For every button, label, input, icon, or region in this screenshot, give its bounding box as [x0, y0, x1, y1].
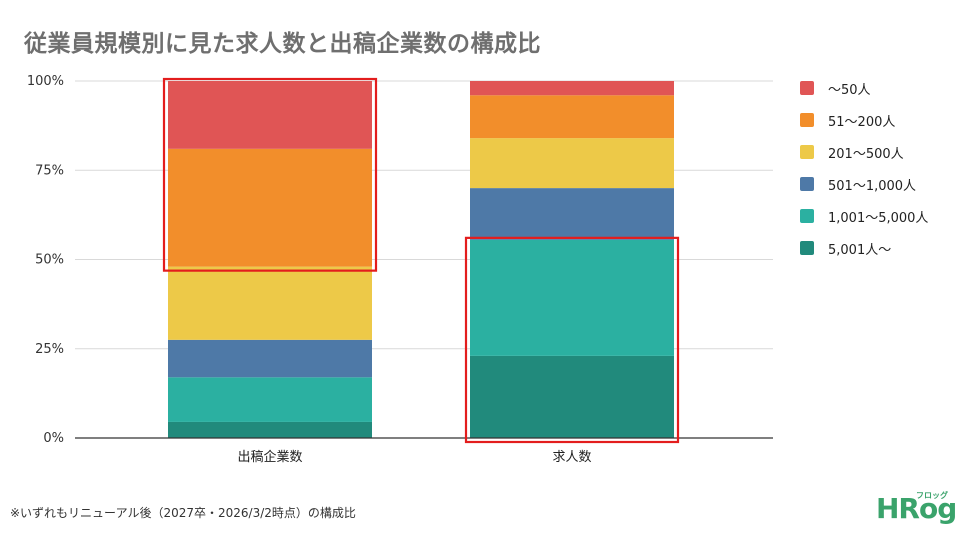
y-tick-label: 0% — [43, 431, 64, 446]
legend-item: 501〜1,000人 — [800, 168, 928, 200]
bar-segment — [168, 421, 372, 438]
legend-swatch — [800, 113, 814, 127]
legend-item: 〜50人 — [800, 72, 928, 104]
legend-label: 1,001〜5,000人 — [828, 210, 929, 226]
y-tick-label: 50% — [35, 253, 64, 268]
legend-swatch — [800, 209, 814, 223]
x-tick-label: 求人数 — [552, 450, 591, 465]
highlight-box — [162, 77, 378, 272]
legend-swatch — [800, 177, 814, 191]
bar-segment — [168, 377, 372, 422]
bar-segment — [168, 81, 372, 149]
legend-label: 501〜1,000人 — [828, 178, 917, 194]
y-tick-label: 100% — [27, 74, 64, 89]
legend-label: 201〜500人 — [828, 146, 904, 162]
legend-swatch — [800, 81, 814, 95]
x-tick-label: 出稿企業数 — [237, 449, 302, 465]
chart-title: 従業員規模別に見た求人数と出稿企業数の構成比 — [24, 31, 541, 57]
bar-segment — [470, 188, 674, 240]
legend-item: 51〜200人 — [800, 104, 928, 136]
bar-segment — [168, 148, 372, 267]
bar-segment — [470, 355, 674, 438]
highlight-box — [464, 236, 680, 444]
hrog-logo: HRog フロッグ — [870, 488, 957, 532]
legend-item: 201〜500人 — [800, 136, 928, 168]
legend-label: 5,001人〜 — [828, 242, 892, 258]
legend-item: 5,001人〜 — [800, 232, 928, 264]
legend-label: 〜50人 — [828, 82, 871, 98]
footnote: ※いずれもリニューアル後（2027卒・2026/3/2時点）の構成比 — [10, 506, 356, 520]
logo-subtext: フロッグ — [916, 491, 948, 500]
bar-segment — [470, 138, 674, 189]
bar-segment — [470, 95, 674, 139]
bar-segment — [168, 339, 372, 378]
y-tick-label: 25% — [35, 342, 64, 357]
logo-text: HRog — [876, 492, 957, 525]
legend-label: 51〜200人 — [828, 114, 896, 130]
y-tick-label: 75% — [35, 163, 64, 178]
legend-swatch — [800, 145, 814, 159]
legend-swatch — [800, 241, 814, 255]
bar-segment — [470, 81, 674, 96]
legend-item: 1,001〜5,000人 — [800, 200, 928, 232]
bar-segment — [168, 266, 372, 340]
bar-segment — [470, 239, 674, 356]
chart-legend: 〜50人 51〜200人 201〜500人 501〜1,000人 1,001〜5,000… — [800, 72, 928, 264]
